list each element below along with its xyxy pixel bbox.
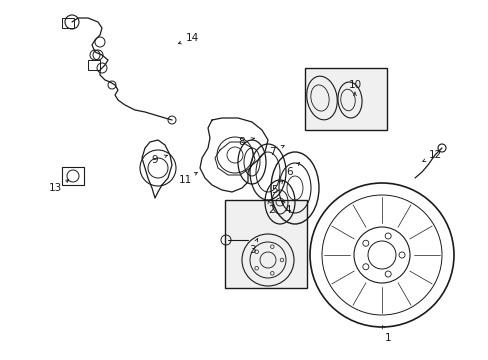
Text: 10: 10: [348, 80, 361, 90]
Text: 5: 5: [271, 185, 278, 195]
Bar: [62, 18, 74, 28]
Text: 11: 11: [178, 175, 191, 185]
Text: 6: 6: [286, 167, 293, 177]
Text: 4: 4: [284, 205, 291, 215]
Bar: [62, 167, 84, 185]
Text: 14: 14: [185, 33, 198, 43]
Text: 8: 8: [238, 137, 245, 147]
Text: 3: 3: [248, 245, 255, 255]
Text: 12: 12: [427, 150, 441, 160]
Text: 13: 13: [48, 183, 61, 193]
Bar: [305, 68, 386, 130]
Text: 1: 1: [384, 333, 390, 343]
Bar: [88, 60, 100, 70]
Bar: [224, 200, 306, 288]
Text: 9: 9: [151, 155, 158, 165]
Circle shape: [309, 183, 453, 327]
Text: 7: 7: [268, 147, 275, 157]
Text: 2: 2: [268, 205, 275, 215]
